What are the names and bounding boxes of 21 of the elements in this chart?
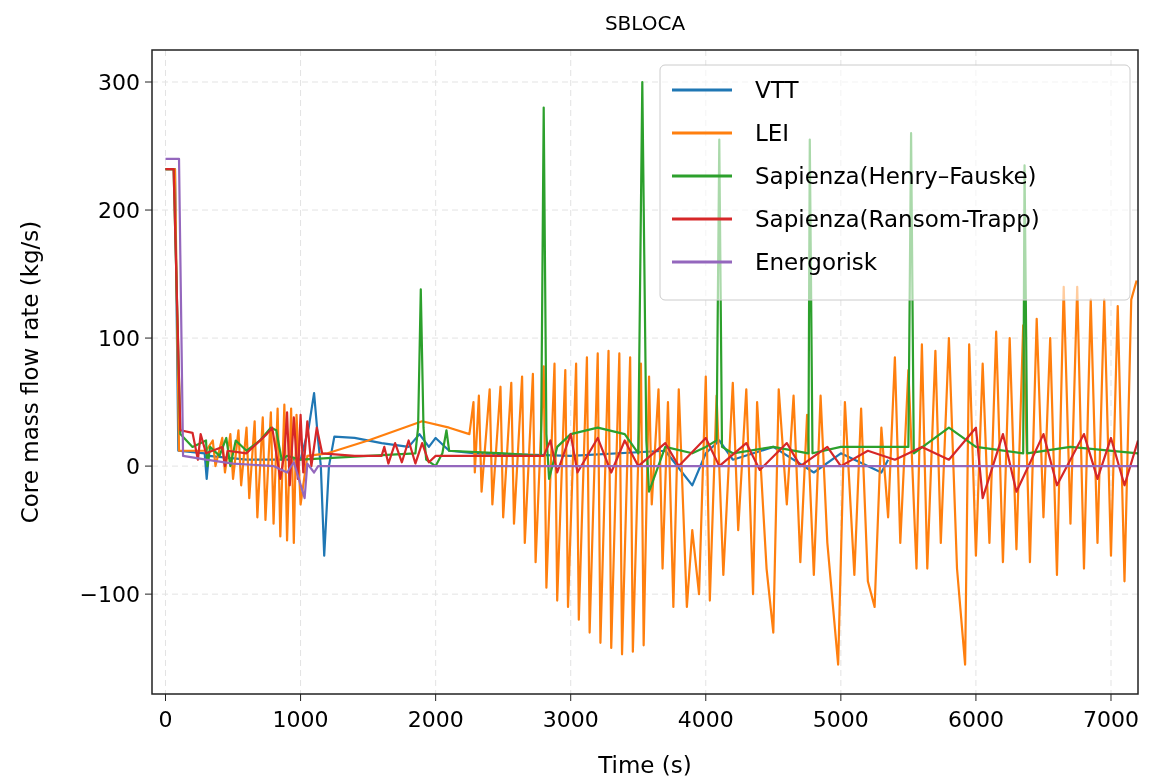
y-axis-title: Core mass flow rate (kg/s): [17, 220, 43, 524]
legend-label: VTT: [755, 77, 800, 103]
x-tick-label: 6000: [947, 707, 1004, 732]
x-tick-label: 2000: [407, 707, 464, 732]
x-tick-label: 3000: [542, 707, 599, 732]
x-tick-label: 1000: [272, 707, 329, 732]
chart-title: SBLOCA: [604, 11, 686, 35]
x-tick-label: 0: [158, 707, 173, 732]
x-tick-label: 4000: [677, 707, 734, 732]
x-tick-label: 7000: [1082, 707, 1139, 732]
y-tick-label: −100: [79, 582, 140, 608]
x-axis-title: Time (s): [597, 752, 692, 778]
y-tick-label: 100: [98, 326, 140, 352]
x-tick-label: 5000: [812, 707, 869, 732]
y-tick-label: 300: [98, 70, 140, 96]
legend-label: LEI: [755, 120, 790, 146]
y-tick-label: 0: [126, 454, 140, 480]
y-tick-label: 200: [98, 198, 140, 224]
legend-label: Energorisk: [755, 249, 878, 275]
legend-label: Sapienza(Henry–Fauske): [755, 163, 1037, 189]
legend-label: Sapienza(Ransom-Trapp): [755, 206, 1040, 232]
